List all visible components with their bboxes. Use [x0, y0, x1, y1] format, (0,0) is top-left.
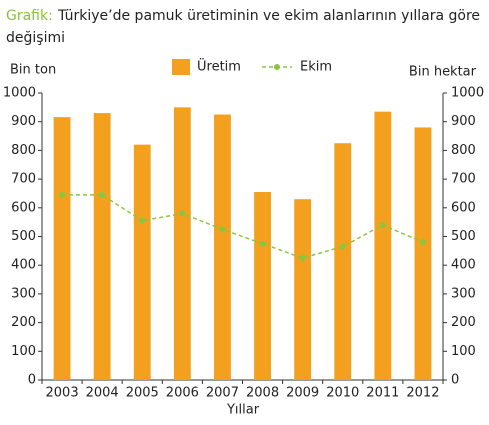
y2-tick-label: 0: [451, 373, 459, 388]
y-tick-label: 400: [11, 258, 36, 273]
x-tick-label: 2008: [246, 386, 279, 401]
bar: [254, 192, 271, 380]
x-tick-label: 2012: [406, 386, 439, 401]
bar: [334, 143, 352, 380]
point: [59, 191, 66, 198]
point: [299, 255, 306, 262]
point: [99, 191, 106, 198]
bar: [214, 114, 231, 381]
point: [419, 239, 426, 246]
x-tick-label: 2005: [126, 386, 159, 401]
y2-tick-label: 100: [451, 344, 476, 359]
bar: [93, 113, 111, 380]
y2-tick-label: 500: [451, 229, 476, 244]
legend-label: Ekim: [300, 60, 332, 75]
y-tick-label: 900: [11, 114, 36, 129]
y2-tick-label: 700: [451, 172, 476, 187]
x-tick-label: 2003: [46, 386, 79, 401]
bar: [173, 107, 191, 380]
y-tick-label: 1000: [3, 86, 36, 101]
y2-tick-label: 800: [451, 143, 476, 158]
y-tick-label: 700: [11, 172, 36, 187]
bar: [53, 117, 71, 380]
y-axis-label: Bin ton: [10, 63, 56, 78]
point: [179, 210, 186, 217]
bar: [414, 127, 432, 380]
y2-tick-label: 900: [451, 114, 476, 129]
y2-tick-label: 300: [451, 286, 476, 301]
x-axis-label: Yıllar: [226, 403, 260, 418]
x-tick-label: 2004: [86, 386, 119, 401]
y2-tick-label: 400: [451, 258, 476, 273]
y2-axis-label: Bin hektar: [409, 65, 477, 80]
x-tick-label: 2010: [326, 386, 359, 401]
y-tick-label: 0: [28, 373, 36, 388]
point: [259, 240, 266, 247]
legend-swatch: [274, 64, 280, 70]
y2-tick-label: 200: [451, 315, 476, 330]
point: [219, 226, 226, 233]
bar: [374, 111, 392, 380]
legend-label: Üretim: [197, 58, 241, 75]
point: [339, 243, 346, 250]
x-tick-label: 2009: [286, 386, 319, 401]
y-tick-label: 800: [11, 143, 36, 158]
chart-title-line1: Türkiye’de pamuk üretiminin ve ekim alan…: [57, 8, 480, 24]
y2-tick-label: 600: [451, 200, 476, 215]
point: [379, 222, 386, 229]
x-tick-label: 2007: [206, 386, 239, 401]
y2-tick-label: 1000: [451, 86, 484, 101]
y-tick-label: 100: [11, 344, 36, 359]
x-tick-label: 2011: [366, 386, 399, 401]
y-tick-label: 200: [11, 315, 36, 330]
legend-swatch: [172, 59, 190, 75]
y-tick-label: 300: [11, 286, 36, 301]
bar: [294, 199, 312, 380]
title-label: Grafik:: [6, 8, 53, 24]
bar: [133, 144, 151, 380]
chart-title-line2: değişimi: [6, 30, 65, 46]
point: [139, 217, 146, 224]
line: [62, 194, 424, 259]
y-tick-label: 500: [11, 229, 36, 244]
y-tick-label: 600: [11, 200, 36, 215]
x-tick-label: 2006: [166, 386, 199, 401]
